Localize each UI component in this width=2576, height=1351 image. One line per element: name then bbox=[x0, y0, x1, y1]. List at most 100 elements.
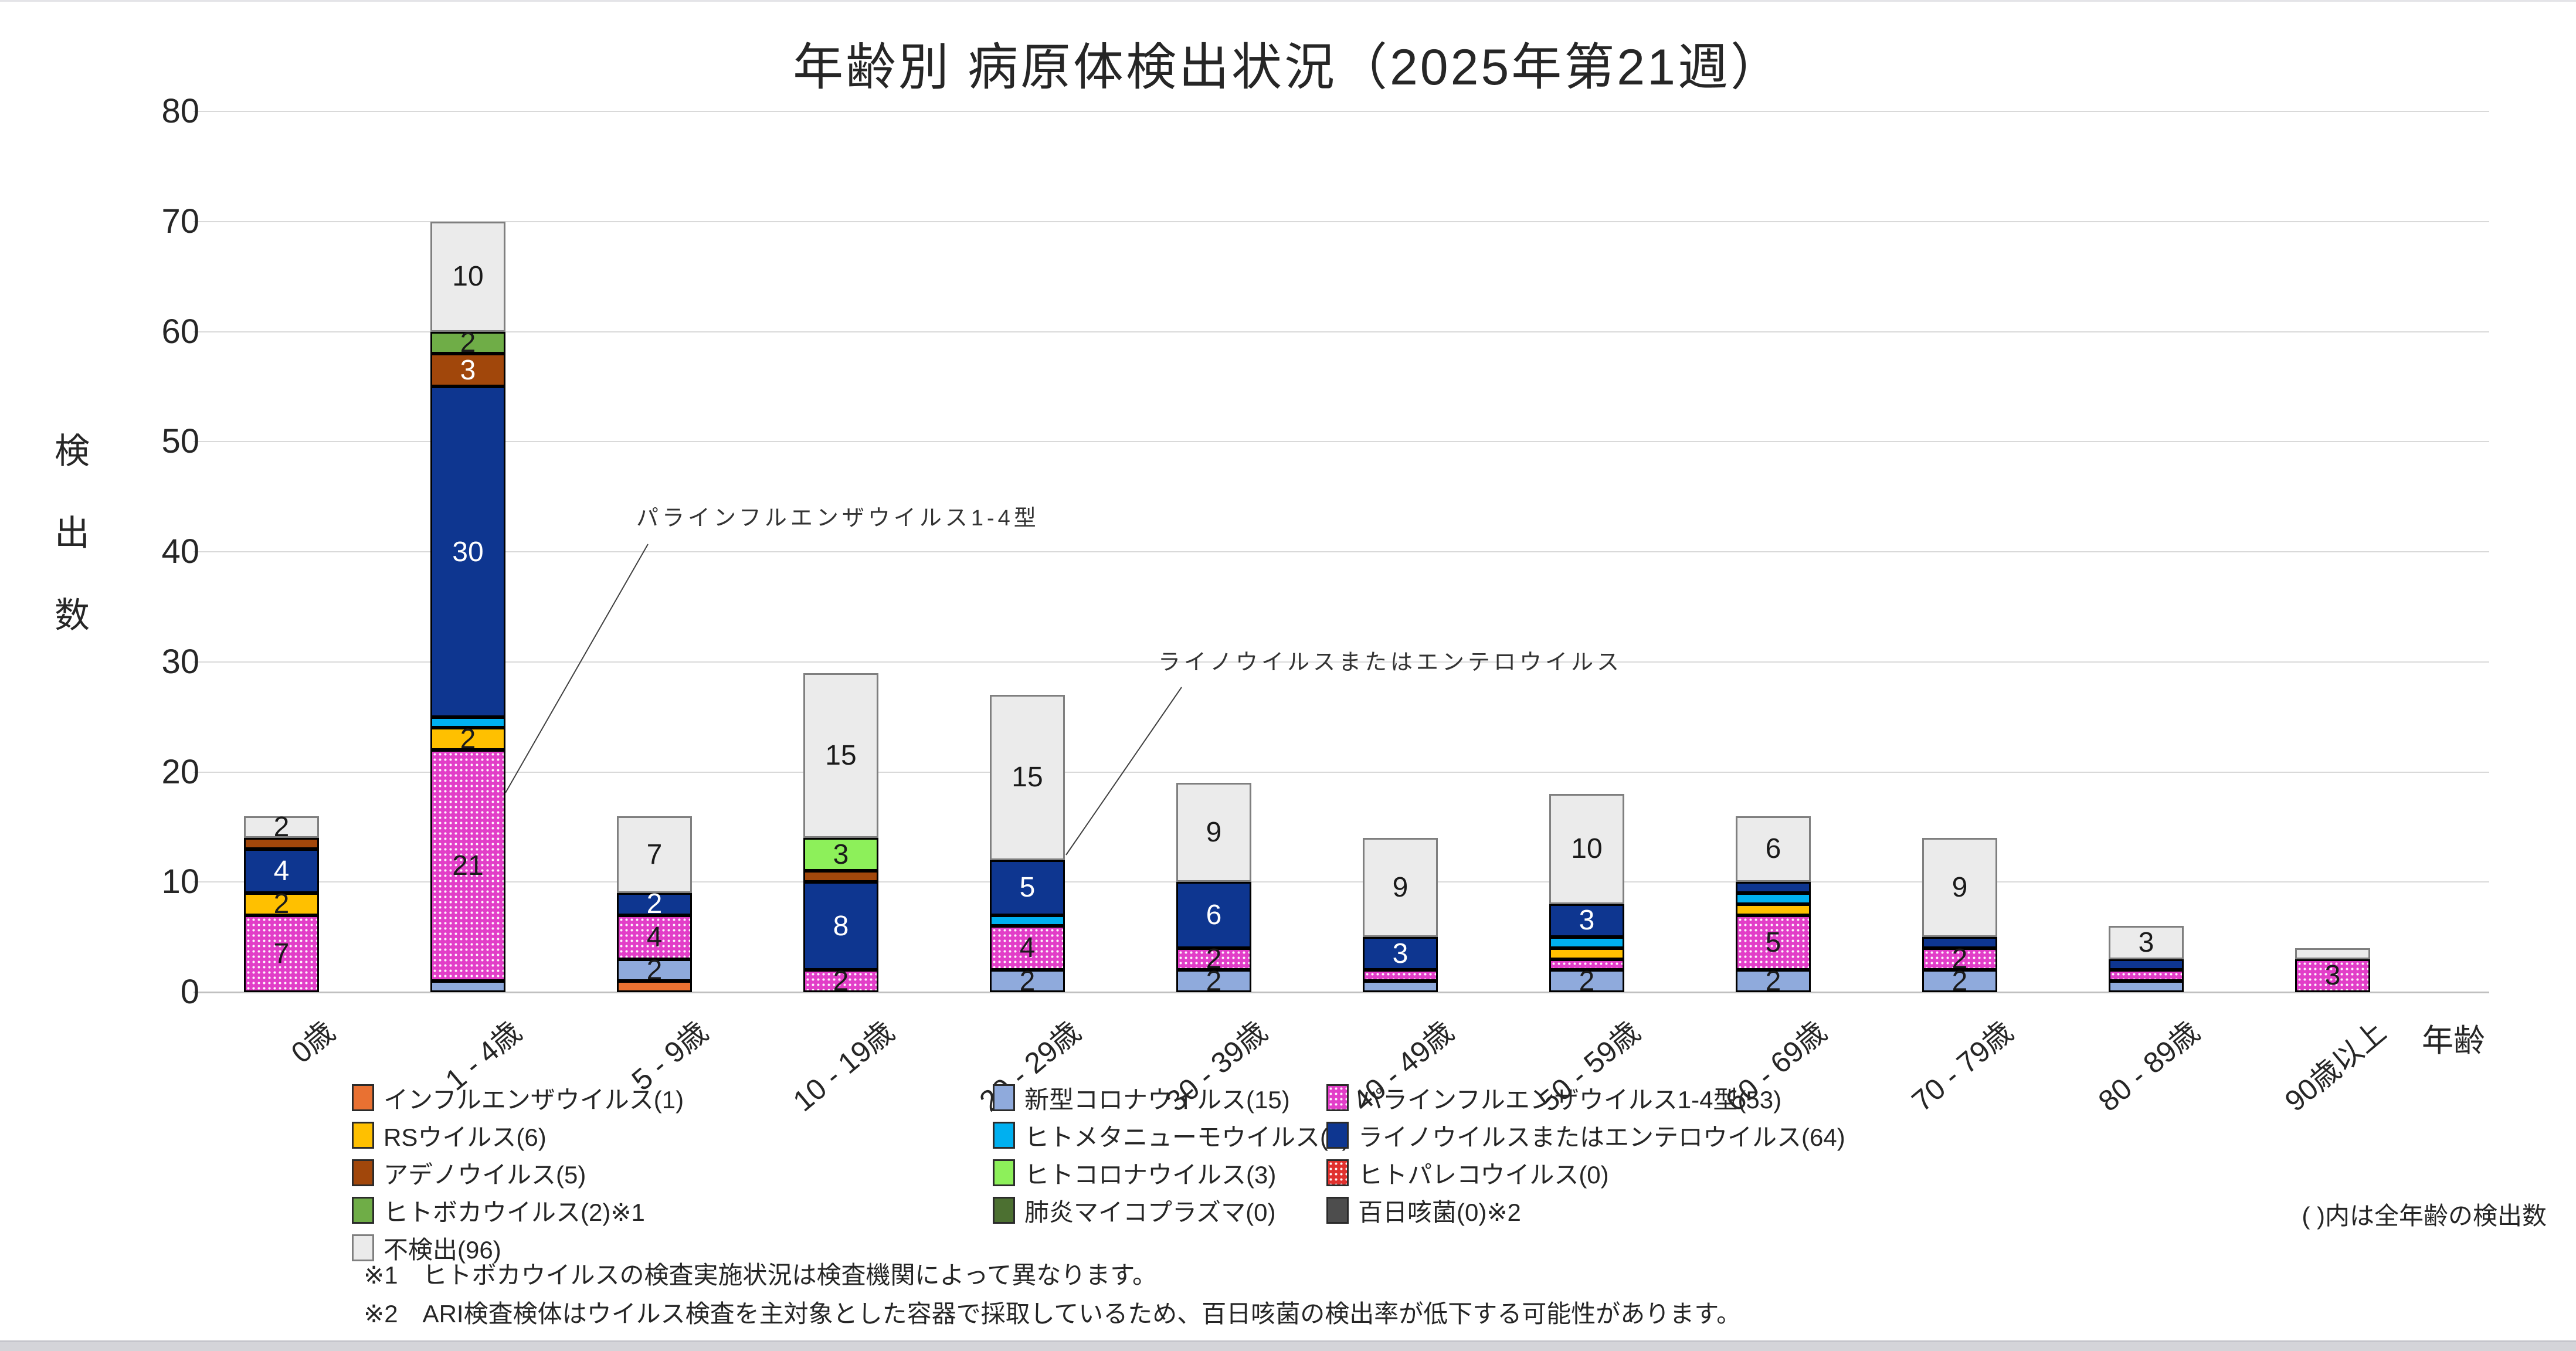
legend-label: ヒトボカウイルス(2)※1 bbox=[383, 1198, 645, 1226]
bar-segment bbox=[1549, 937, 1624, 948]
bar-segment bbox=[1922, 937, 1997, 948]
segment-data-label: 2 bbox=[1206, 965, 1222, 997]
bar-segment: 7 bbox=[244, 915, 319, 992]
bar-segment: 21 bbox=[430, 749, 505, 982]
bar-segment: 30 bbox=[430, 386, 505, 717]
segment-data-label: 2 bbox=[1579, 965, 1595, 997]
legend-item: ヒトボカウイルス(2)※1 bbox=[352, 1193, 645, 1227]
bar-segment: 2 bbox=[617, 888, 692, 919]
legend-label: 不検出(96) bbox=[383, 1235, 501, 1264]
segment-data-label: 5 bbox=[1019, 872, 1036, 904]
bar-segment: 4 bbox=[244, 848, 319, 894]
gridline bbox=[194, 771, 2489, 773]
legend-swatch bbox=[352, 1159, 374, 1186]
legend-item: ライノウイルスまたはエンテロウイルス(64) bbox=[1326, 1118, 1845, 1152]
y-axis-title-char: 出 bbox=[55, 514, 90, 553]
x-category-label: 0歳 bbox=[285, 1015, 341, 1070]
bar-segment: 3 bbox=[803, 838, 878, 871]
segment-data-label: 9 bbox=[1951, 872, 1968, 904]
x-category-label: 80 - 89歳 bbox=[2092, 1015, 2206, 1118]
gridline bbox=[194, 331, 2489, 332]
legend-swatch bbox=[1326, 1197, 1349, 1224]
bar-segment: 2 bbox=[803, 966, 878, 997]
segment-data-label: 7 bbox=[646, 839, 663, 870]
gridline bbox=[194, 111, 2489, 112]
bar-segment: 2 bbox=[244, 888, 319, 919]
x-category-label: 70 - 79歳 bbox=[1906, 1015, 2020, 1118]
segment-data-label: 15 bbox=[1012, 762, 1043, 793]
bar-segment: 3 bbox=[2295, 959, 2370, 992]
segment-data-label: 6 bbox=[1206, 899, 1222, 931]
bar-segment: 2 bbox=[1922, 966, 1997, 997]
legend-swatch bbox=[352, 1197, 374, 1224]
bar-segment: 8 bbox=[803, 882, 878, 970]
legend-swatch bbox=[993, 1159, 1015, 1186]
segment-data-label: 3 bbox=[1392, 938, 1409, 969]
bar-segment: 2 bbox=[1922, 943, 1997, 975]
segment-data-label: 5 bbox=[1765, 927, 1781, 958]
y-tick-label: 0 bbox=[180, 973, 199, 1011]
legend-label: アデノウイルス(5) bbox=[383, 1160, 586, 1189]
window-bottom-edge bbox=[0, 1340, 2576, 1351]
bar-segment: 2 bbox=[1176, 966, 1251, 997]
bar-segment: 2 bbox=[1176, 943, 1251, 975]
bar-segment bbox=[1549, 959, 1624, 970]
segment-data-label: 2 bbox=[1765, 965, 1781, 997]
bar-segment: 3 bbox=[1363, 937, 1438, 970]
bar-segment bbox=[617, 981, 692, 992]
legend-label: ライノウイルスまたはエンテロウイルス(64) bbox=[1358, 1123, 1845, 1151]
gridline bbox=[194, 441, 2489, 443]
segment-data-label: 3 bbox=[2324, 960, 2341, 992]
segment-data-label: 3 bbox=[1579, 905, 1595, 936]
chart-title: 年齢別 病原体検出状況（2025年第21週） bbox=[793, 39, 1783, 96]
bar-segment bbox=[990, 915, 1065, 926]
segment-data-label: 2 bbox=[1206, 943, 1222, 975]
footnote-1: ※1 ヒトボカウイルスの検査実施状況は検査機関によって異なります。 bbox=[364, 1261, 1157, 1289]
segment-data-label: 3 bbox=[2138, 927, 2154, 958]
legend-label: ヒトパレコウイルス(0) bbox=[1358, 1160, 1609, 1189]
legend-swatch bbox=[352, 1234, 374, 1261]
bar-segment: 10 bbox=[430, 221, 505, 332]
gridline bbox=[194, 220, 2489, 222]
bar-segment: 9 bbox=[1363, 838, 1438, 938]
bar-segment: 3 bbox=[430, 354, 505, 387]
legend-item: 新型コロナウイルス(15) bbox=[993, 1081, 1290, 1115]
y-tick-label: 50 bbox=[161, 422, 199, 461]
bar-segment bbox=[1363, 970, 1438, 982]
segment-data-label: 8 bbox=[833, 910, 849, 942]
legend-label: 肺炎マイコプラズマ(0) bbox=[1024, 1198, 1276, 1226]
bar-segment: 2 bbox=[617, 955, 692, 986]
y-tick-label: 20 bbox=[161, 752, 199, 791]
footnote-2: ※2 ARI検査検体はウイルス検査を主対象とした容器で採取しているため、百日咳菌… bbox=[364, 1300, 1742, 1328]
bar-segment: 15 bbox=[803, 673, 878, 839]
bar-segment: 2 bbox=[430, 724, 505, 755]
segment-data-label: 10 bbox=[452, 261, 484, 293]
y-tick-label: 70 bbox=[161, 202, 199, 240]
legend-item: 百日咳菌(0)※2 bbox=[1326, 1193, 1521, 1227]
bar-segment bbox=[1549, 948, 1624, 959]
legend-swatch bbox=[352, 1122, 374, 1149]
legend-item: アデノウイルス(5) bbox=[352, 1156, 586, 1190]
bar-segment bbox=[803, 871, 878, 882]
y-axis-title-char: 数 bbox=[55, 596, 90, 635]
y-tick-label: 30 bbox=[161, 642, 199, 681]
segment-data-label: 15 bbox=[825, 739, 857, 771]
bar-segment bbox=[1363, 981, 1438, 992]
gridline bbox=[194, 551, 2489, 552]
bar-segment bbox=[1736, 893, 1811, 904]
legend-item: RSウイルス(6) bbox=[352, 1118, 547, 1152]
y-tick-label: 40 bbox=[161, 532, 199, 571]
legend-swatch bbox=[1326, 1084, 1349, 1111]
bar-segment: 2 bbox=[1549, 966, 1624, 997]
bar-segment bbox=[244, 838, 319, 849]
footnotes: ※1 ヒトボカウイルスの検査実施状況は検査機関によって異なります。 ※2 ARI… bbox=[364, 1256, 1741, 1333]
segment-data-label: 4 bbox=[1019, 932, 1036, 964]
legend-item: ヒトパレコウイルス(0) bbox=[1326, 1156, 1609, 1190]
segment-data-label: 2 bbox=[273, 811, 290, 843]
segment-data-label: 4 bbox=[646, 921, 663, 953]
x-category-label: 10 - 19歳 bbox=[787, 1015, 901, 1118]
bar-segment bbox=[430, 981, 505, 992]
legend-label: RSウイルス(6) bbox=[383, 1123, 547, 1151]
bar-segment: 6 bbox=[1176, 882, 1251, 948]
y-tick-label: 60 bbox=[161, 312, 199, 351]
